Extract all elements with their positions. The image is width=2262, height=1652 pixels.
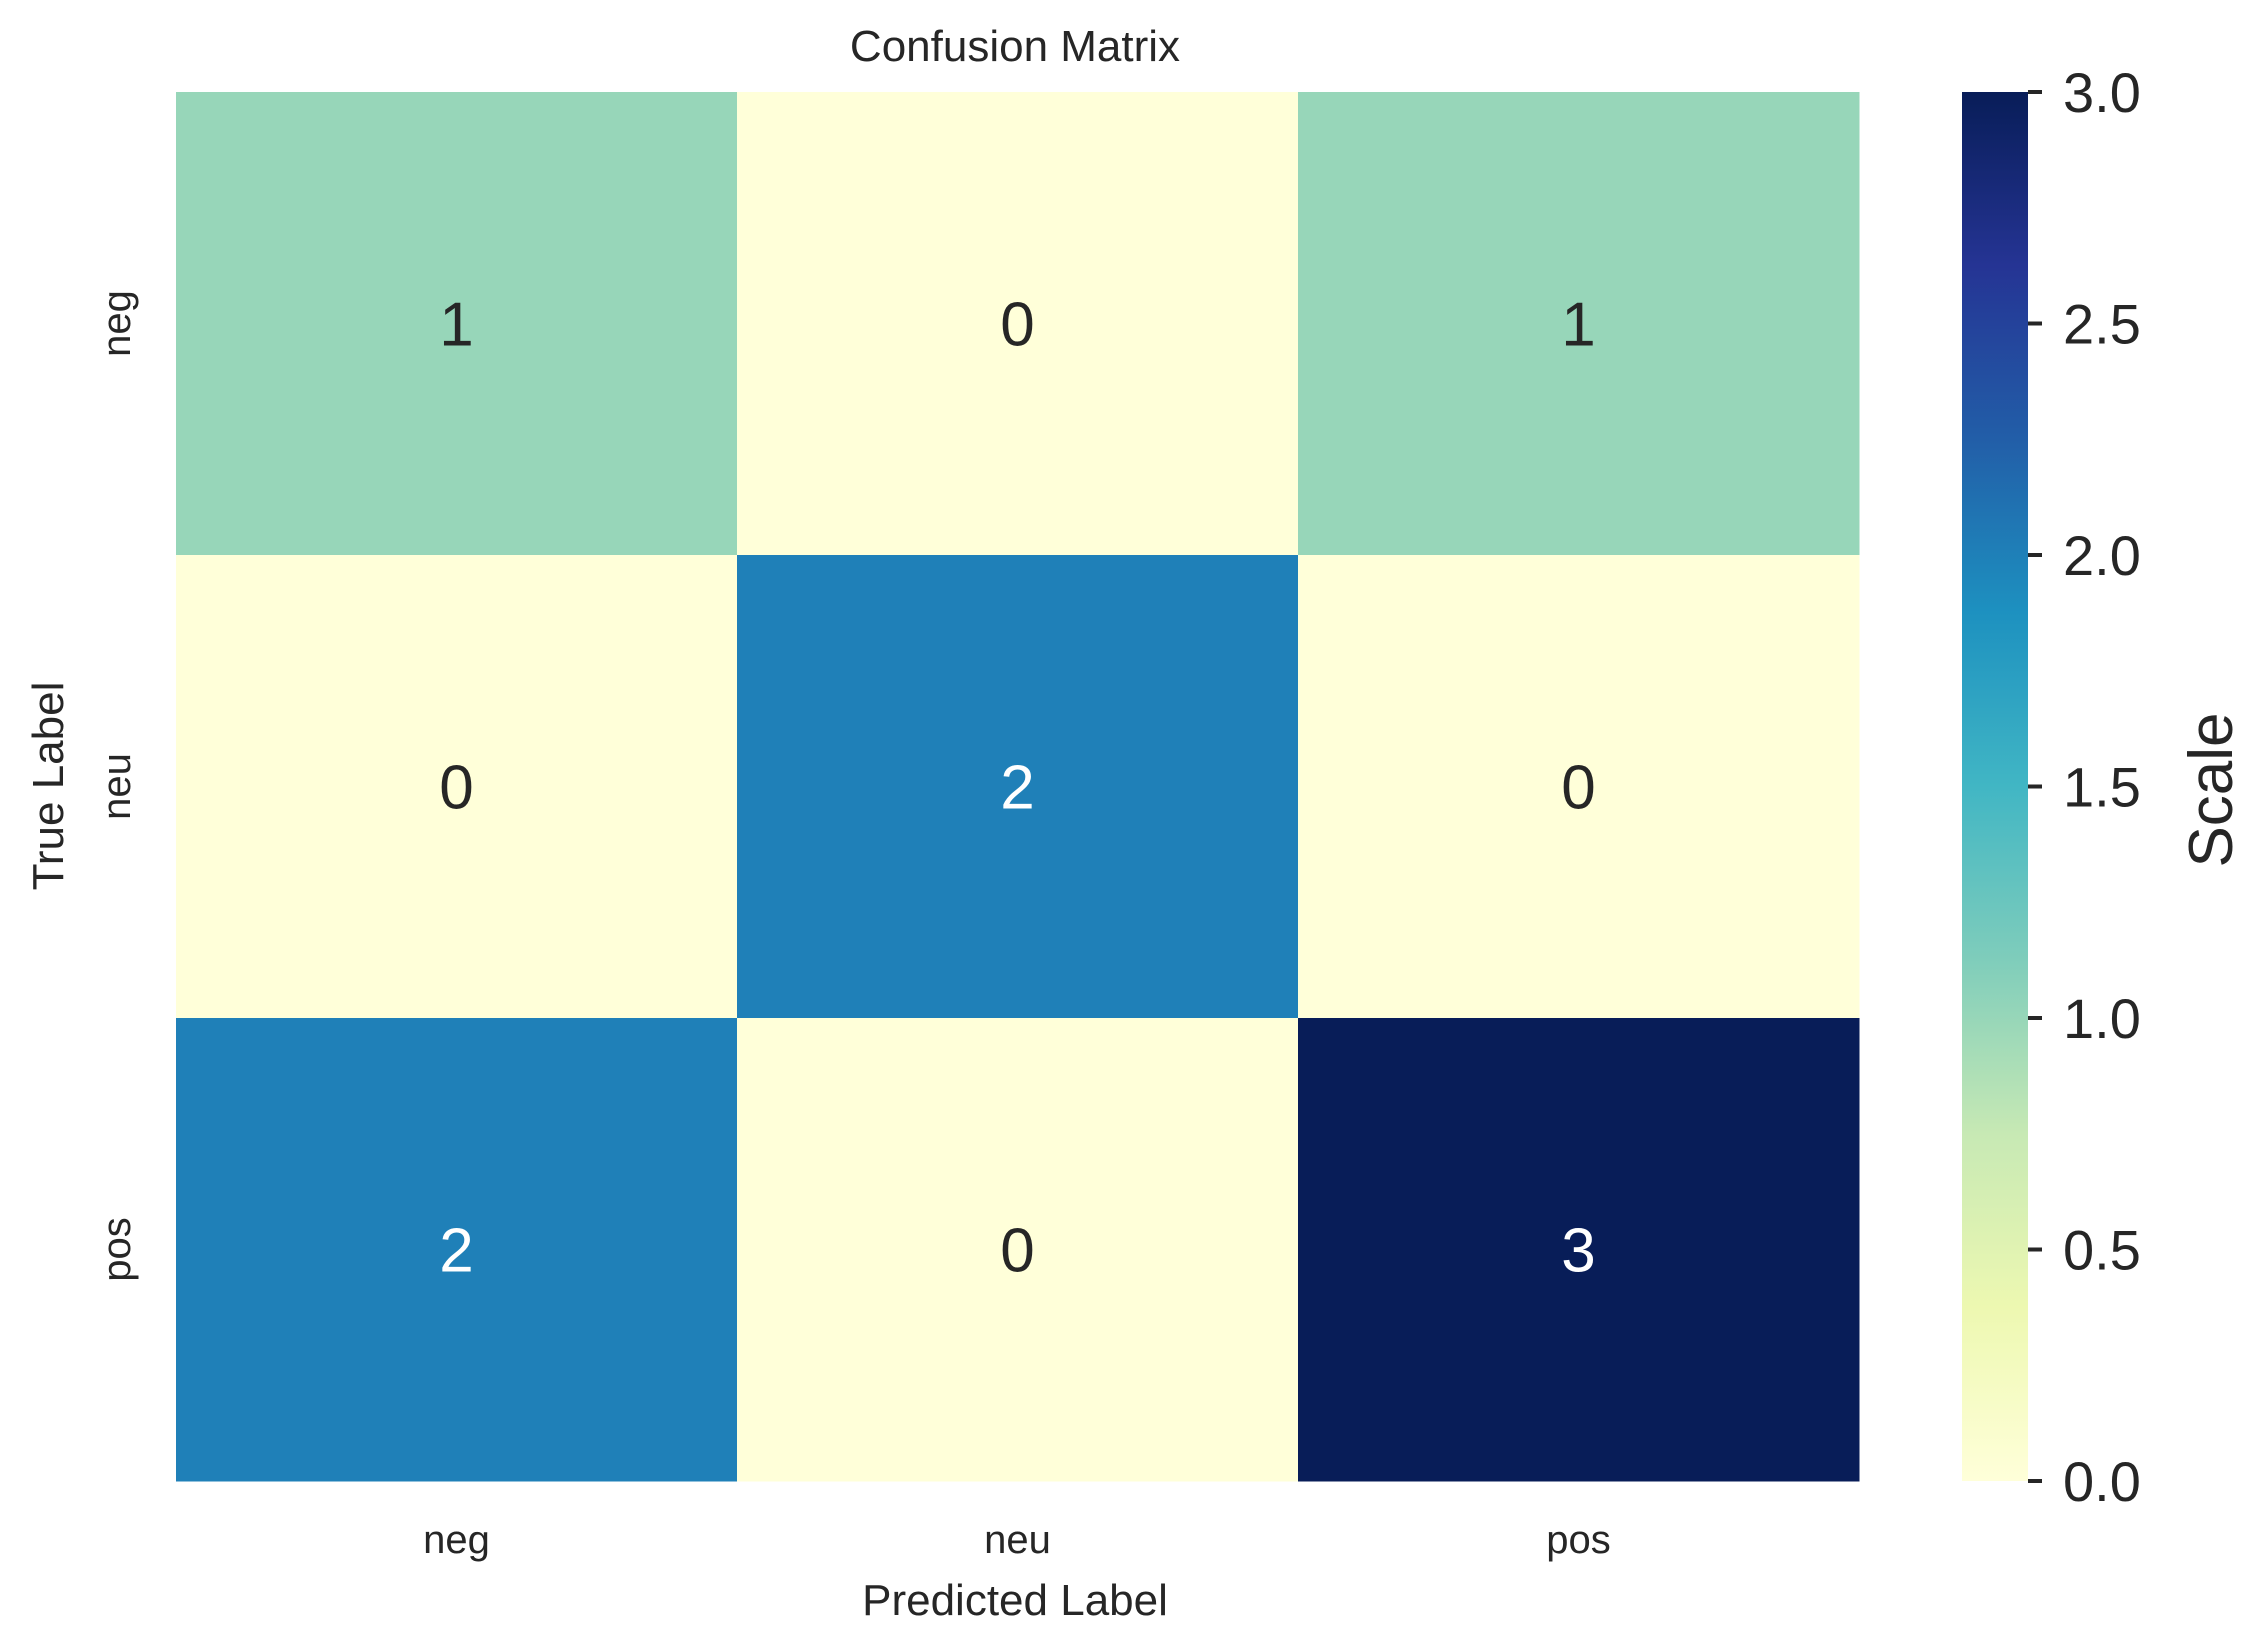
colorbar-tick-label: 1.5 bbox=[2063, 756, 2141, 819]
heatmap-cell-pos-neg bbox=[176, 1018, 738, 1482]
colorbar-tick-label: 2.5 bbox=[2063, 293, 2141, 356]
colorbar-tick-label: 0.5 bbox=[2063, 1219, 2141, 1282]
cell-annotation: 0 bbox=[439, 754, 473, 823]
heatmap-cell-neg-pos bbox=[1298, 92, 1860, 556]
colorbar-tick-label: 2.0 bbox=[2063, 524, 2141, 587]
y-tick-label: pos bbox=[95, 1217, 139, 1282]
x-tick-label: pos bbox=[1546, 1518, 1611, 1562]
cell-annotations: 1 0 1 0 2 0 2 0 3 bbox=[439, 291, 1595, 1286]
x-axis-label: Predicted Label bbox=[862, 1576, 1168, 1625]
chart-title: Confusion Matrix bbox=[850, 22, 1180, 71]
colorbar-label: Scale bbox=[2177, 712, 2246, 867]
heatmap-cell-neg-neu bbox=[737, 92, 1299, 556]
heatmap-cells bbox=[176, 92, 1860, 1482]
cell-annotation: 3 bbox=[1561, 1217, 1595, 1286]
heatmap-cell-neu-neg bbox=[176, 555, 738, 1019]
colorbar-tick-label: 1.0 bbox=[2063, 987, 2141, 1050]
x-tick-labels: neg neu pos bbox=[423, 1518, 1611, 1562]
colorbar-tick-label: 0.0 bbox=[2063, 1450, 2141, 1513]
colorbar-tick-label: 3.0 bbox=[2063, 61, 2141, 124]
x-tick-label: neu bbox=[984, 1518, 1051, 1562]
heatmap-cell-neg-neg bbox=[176, 92, 738, 556]
cell-annotation: 1 bbox=[439, 291, 473, 360]
cell-annotation: 1 bbox=[1561, 291, 1595, 360]
cell-annotation: 0 bbox=[1000, 291, 1034, 360]
cell-annotation: 0 bbox=[1561, 754, 1595, 823]
cell-annotation: 2 bbox=[439, 1217, 473, 1286]
y-tick-label: neu bbox=[95, 753, 139, 820]
heatmap-cell-neu-pos bbox=[1298, 555, 1860, 1019]
cell-annotation: 0 bbox=[1000, 1217, 1034, 1286]
colorbar bbox=[1962, 92, 2028, 1481]
x-tick-label: neg bbox=[423, 1518, 490, 1562]
y-tick-label: neg bbox=[95, 290, 139, 357]
colorbar-ticks: 0.0 0.5 1.0 1.5 2.0 2.5 3.0 bbox=[2028, 61, 2141, 1513]
y-tick-labels: neg neu pos bbox=[95, 290, 139, 1282]
heatmap-cell-pos-neu bbox=[737, 1018, 1299, 1482]
cell-annotation: 2 bbox=[1000, 754, 1034, 823]
y-axis-label: True Label bbox=[24, 682, 73, 891]
heatmap-cell-pos-pos bbox=[1298, 1018, 1860, 1482]
heatmap-cell-neu-neu bbox=[737, 555, 1299, 1019]
